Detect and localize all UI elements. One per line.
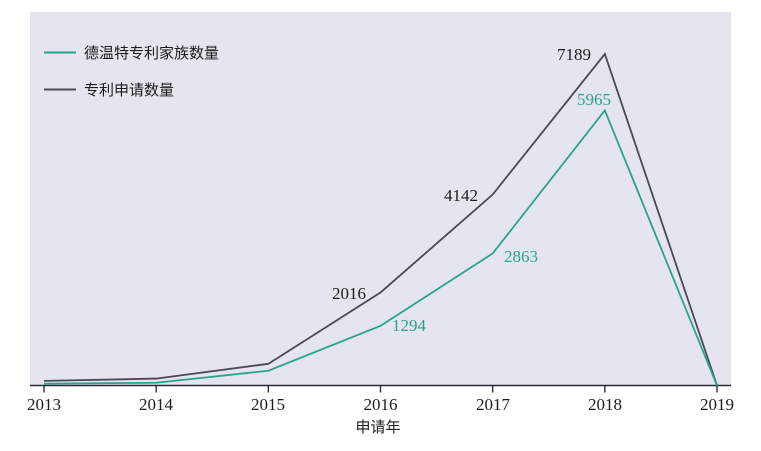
x-tick-label-2017: 2017 (476, 395, 511, 414)
data-label-applications-2016: 2016 (332, 284, 366, 303)
series-line-families (43, 108, 718, 386)
x-axis-title: 申请年 (355, 419, 400, 436)
series-lines (43, 52, 718, 386)
data-label-families-2018: 5965 (577, 90, 611, 109)
series-line-applications (43, 52, 718, 386)
x-tick-labels: 2013 2014 2015 2016 2017 2018 2019 (27, 395, 734, 414)
x-tick-label-2019: 2019 (700, 395, 734, 414)
legend-label-application-series: 专利申请数量 (84, 82, 174, 99)
data-label-applications-2017: 4142 (444, 186, 478, 205)
x-tick-label-2015: 2015 (251, 395, 285, 414)
legend-label-family-series: 德温特专利家族数量 (84, 44, 219, 62)
x-tick-label-2014: 2014 (139, 395, 174, 414)
plot-background (30, 12, 731, 386)
data-label-families-2016: 1294 (392, 316, 427, 335)
data-labels: 2016 4142 7189 1294 2863 5965 (332, 45, 611, 335)
x-axis-ticks (43, 385, 718, 393)
chart-legend: 德温特专利家族数量 专利申请数量 (44, 44, 219, 99)
x-tick-label-2016: 2016 (364, 395, 398, 414)
data-label-applications-2018: 7189 (557, 45, 591, 64)
x-tick-label-2018: 2018 (588, 395, 622, 414)
data-label-families-2017: 2863 (504, 247, 538, 266)
x-tick-label-2013: 2013 (27, 395, 61, 414)
